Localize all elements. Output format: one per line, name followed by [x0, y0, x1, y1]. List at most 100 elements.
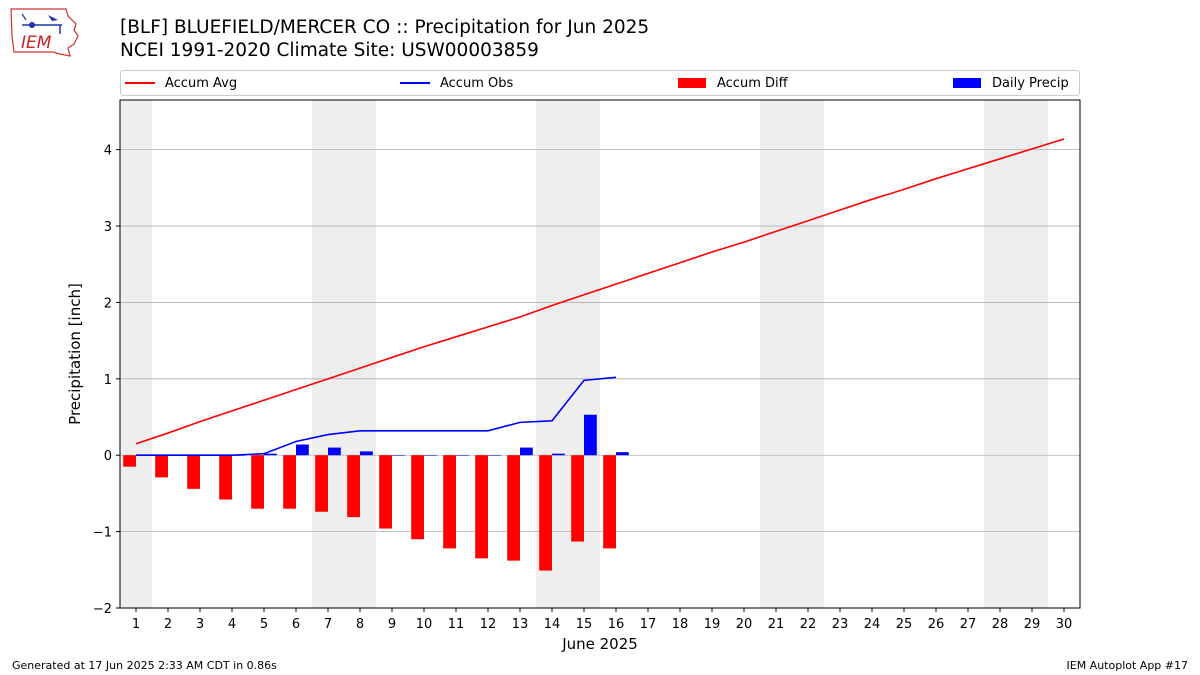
- x-tick-label-2: 2: [164, 617, 172, 632]
- bar-accum-diff-day-13: [507, 455, 520, 561]
- bar-daily-precip-day-15: [584, 414, 597, 456]
- chart-legend: Accum Avg Accum Obs Accum Diff Daily Pre…: [120, 70, 1080, 96]
- footer-generated: Generated at 17 Jun 2025 2:33 AM CDT in …: [12, 659, 277, 672]
- weekend-shade-day-8: [344, 100, 376, 608]
- x-tick-label-20: 20: [736, 617, 753, 632]
- x-tick-label-4: 4: [228, 617, 236, 632]
- weekend-shade-day-28: [984, 100, 1016, 608]
- y-tick-label-4: 4: [104, 144, 112, 159]
- legend-item-accum-obs: Accum Obs: [400, 71, 513, 95]
- bar-daily-precip-day-10: [424, 455, 437, 456]
- chart-title: [BLF] BLUEFIELD/MERCER CO :: Precipitati…: [120, 17, 650, 38]
- y-tick-label-0: 0: [104, 449, 112, 464]
- legend-swatch-accum-avg: [125, 82, 155, 84]
- bar-accum-diff-day-12: [475, 455, 488, 559]
- line-accum-avg: [135, 138, 1065, 445]
- bar-accum-diff-day-6: [283, 455, 296, 509]
- weekend-shade-day-7: [312, 100, 344, 608]
- y-axis-label: Precipitation [inch]: [66, 283, 84, 425]
- bar-accum-diff-day-14: [539, 455, 552, 571]
- x-tick-label-16: 16: [608, 617, 625, 632]
- x-tick-label-17: 17: [640, 617, 657, 632]
- x-tick-label-5: 5: [260, 617, 268, 632]
- x-tick-label-27: 27: [960, 617, 977, 632]
- line-accum-obs: [136, 376, 617, 457]
- x-tick-label-1: 1: [132, 617, 140, 632]
- bar-accum-diff-day-4: [219, 455, 232, 500]
- legend-label-daily-precip: Daily Precip: [992, 75, 1069, 91]
- y-tick-label--2: −2: [93, 602, 112, 617]
- legend-label-accum-obs: Accum Obs: [440, 75, 514, 91]
- bar-accum-diff-day-5: [251, 455, 264, 509]
- bar-accum-diff-day-9: [379, 455, 392, 529]
- bar-daily-precip-day-5: [264, 453, 277, 456]
- bar-accum-diff-day-2: [155, 455, 168, 478]
- y-tick-label-2: 2: [104, 296, 112, 311]
- chart-subtitle: NCEI 1991-2020 Climate Site: USW00003859: [120, 40, 539, 61]
- x-tick-label-21: 21: [768, 617, 785, 632]
- x-tick-label-14: 14: [544, 617, 561, 632]
- x-tick-label-29: 29: [1024, 617, 1041, 632]
- legend-item-accum-avg: Accum Avg: [125, 71, 237, 95]
- legend-label-accum-avg: Accum Avg: [165, 75, 238, 91]
- legend-swatch-accum-obs: [400, 82, 430, 84]
- legend-item-accum-diff: Accum Diff: [678, 71, 788, 95]
- bar-daily-precip-day-7: [328, 447, 341, 456]
- bar-accum-diff-day-1: [123, 455, 136, 467]
- logo-text: IEM: [21, 33, 52, 53]
- bar-accum-diff-day-11: [443, 455, 456, 549]
- bar-daily-precip-day-14: [552, 453, 565, 456]
- x-tick-label-23: 23: [832, 617, 849, 632]
- legend-label-accum-diff: Accum Diff: [717, 75, 788, 91]
- x-axis-label: June 2025: [561, 635, 638, 653]
- y-tick-label--1: −1: [93, 526, 112, 541]
- legend-item-daily-precip: Daily Precip: [953, 71, 1069, 95]
- x-tick-label-7: 7: [324, 617, 332, 632]
- weekend-shading: [120, 100, 1048, 608]
- x-tick-label-6: 6: [292, 617, 300, 632]
- x-tick-label-26: 26: [928, 617, 945, 632]
- x-tick-label-9: 9: [388, 617, 396, 632]
- x-tick-label-10: 10: [416, 617, 433, 632]
- bar-accum-diff-day-8: [347, 455, 360, 518]
- weekend-shade-day-29: [1016, 100, 1048, 608]
- plot-frame: [119, 99, 1081, 609]
- bar-accum-diff-day-7: [315, 455, 328, 512]
- bar-accum-diff-day-10: [411, 455, 424, 540]
- footer-app: IEM Autoplot App #17: [1066, 659, 1189, 672]
- x-tick-label-30: 30: [1056, 617, 1073, 632]
- x-tick-label-25: 25: [896, 617, 913, 632]
- x-tick-label-8: 8: [356, 617, 364, 632]
- weekend-shade-day-1: [120, 100, 152, 608]
- bar-daily-precip-day-13: [520, 447, 533, 456]
- x-tick-label-12: 12: [480, 617, 497, 632]
- bar-daily-precip-day-16: [616, 452, 629, 456]
- bar-accum-diff-day-16: [603, 455, 616, 549]
- bar-accum-diff-day-3: [187, 455, 200, 489]
- y-tick-label-1: 1: [104, 373, 112, 388]
- legend-swatch-daily-precip: [953, 78, 981, 88]
- bar-daily-precip-day-6: [296, 444, 309, 456]
- weekend-shade-day-21: [760, 100, 792, 608]
- x-tick-label-18: 18: [672, 617, 689, 632]
- series-lines: [135, 138, 1065, 457]
- bar-daily-precip-day-12: [488, 455, 501, 456]
- x-tick-label-13: 13: [512, 617, 529, 632]
- bar-daily-precip-day-11: [456, 455, 469, 456]
- x-tick-label-28: 28: [992, 617, 1009, 632]
- x-tick-label-19: 19: [704, 617, 721, 632]
- x-tick-label-3: 3: [196, 617, 204, 632]
- iem-logo: IEM: [8, 6, 80, 62]
- y-tick-label-3: 3: [104, 220, 112, 235]
- x-tick-label-22: 22: [800, 617, 817, 632]
- x-tick-label-24: 24: [864, 617, 881, 632]
- axis-ticks: 1 2 3 4 5 6 7 8 9 10 11 12 13 14 15 16 17 18 19 20 21 22 23 24 2…: [93, 144, 1072, 632]
- weekend-shade-day-22: [792, 100, 824, 608]
- x-tick-label-15: 15: [576, 617, 593, 632]
- bar-accum-diff-day-15: [571, 455, 584, 542]
- bars: [123, 414, 629, 571]
- x-tick-label-11: 11: [448, 617, 465, 632]
- bar-daily-precip-day-9: [392, 455, 405, 456]
- bar-daily-precip-day-8: [360, 451, 373, 456]
